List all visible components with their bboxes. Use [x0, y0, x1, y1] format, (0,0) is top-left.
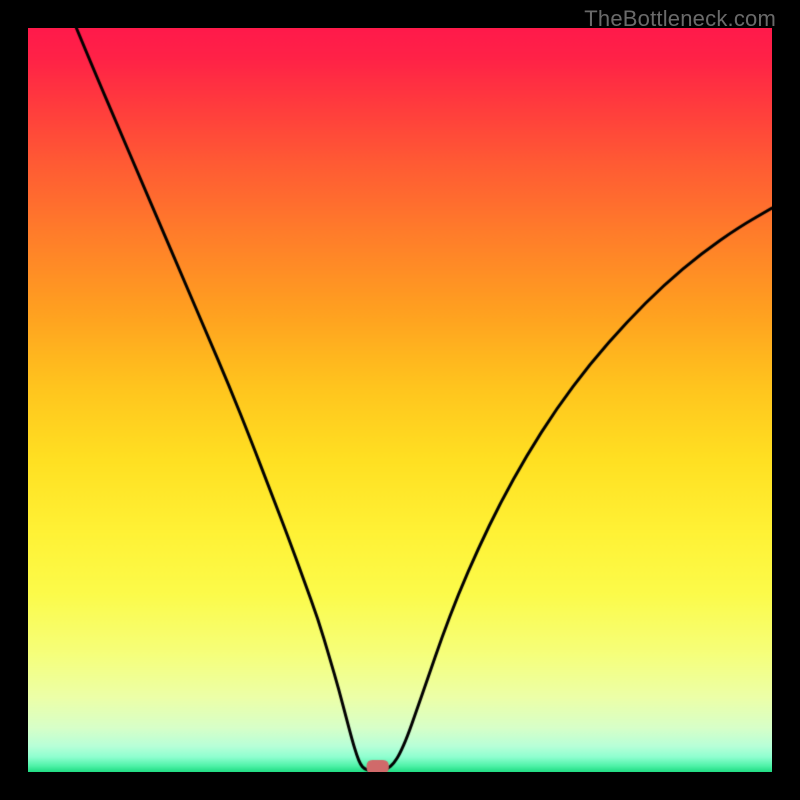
chart-plot-area [28, 28, 772, 772]
watermark-text: TheBottleneck.com [584, 6, 776, 32]
chart-curve-layer [28, 28, 772, 772]
